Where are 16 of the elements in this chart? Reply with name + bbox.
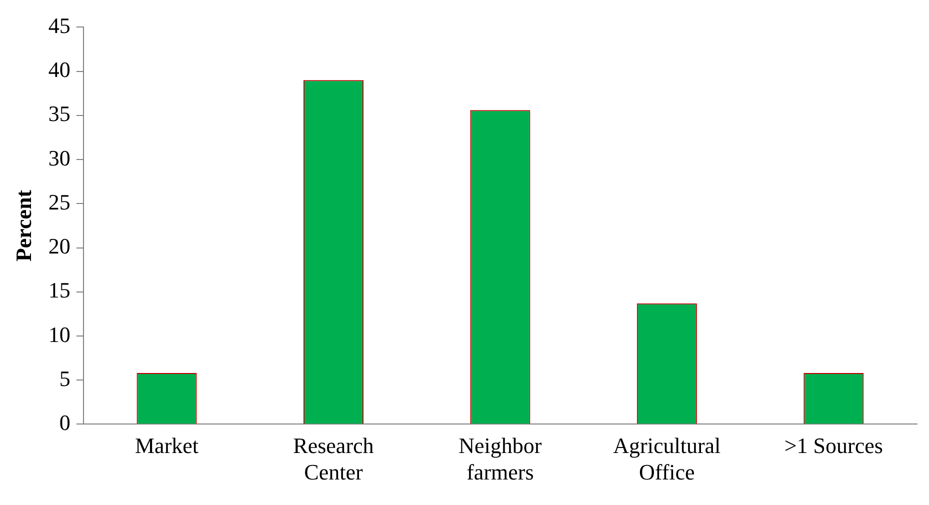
y-axis-title: Percent — [10, 189, 36, 262]
y-tick-label: 5 — [59, 366, 70, 391]
x-tick-label: Research Center — [293, 433, 374, 485]
y-tick-label: 10 — [48, 322, 70, 347]
y-tick-label: 25 — [48, 189, 70, 214]
y-tick-label: 15 — [48, 278, 70, 303]
y-tick-label: 35 — [48, 101, 70, 126]
y-tick-label: 30 — [48, 145, 70, 170]
x-tick-label: >1 Sources — [784, 433, 883, 458]
y-tick-label: 0 — [59, 410, 70, 435]
y-tick-label: 45 — [48, 12, 70, 38]
x-tick-label: Agricultural Office — [613, 433, 721, 485]
y-tick-label: 20 — [48, 234, 70, 259]
x-tick-label: Neighbor farmers — [458, 433, 542, 485]
x-tick-label: Market — [134, 433, 199, 458]
y-tick-label: 40 — [48, 57, 70, 82]
